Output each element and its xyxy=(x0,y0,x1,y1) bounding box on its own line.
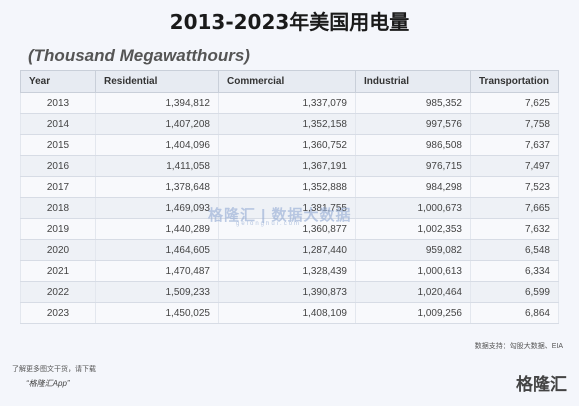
cell-commercial: 1,390,873 xyxy=(218,281,356,303)
cell-year: 2023 xyxy=(20,302,96,324)
source-note: 数据支持：勾股大数据、EIA xyxy=(474,343,563,350)
table-row: 2014 1,407,208 1,352,158 997,576 7,758 xyxy=(20,113,559,135)
cell-residential: 1,469,093 xyxy=(95,197,219,219)
table-row: 2018 1,469,093 1,381,755 1,000,673 7,665 xyxy=(20,197,559,219)
cell-year: 2022 xyxy=(20,281,96,303)
cell-transportation: 6,864 xyxy=(470,302,559,324)
cell-transportation: 7,497 xyxy=(470,155,559,177)
table-row: 2020 1,464,605 1,287,440 959,082 6,548 xyxy=(20,239,559,261)
cell-industrial: 1,020,464 xyxy=(355,281,471,303)
header-year: Year xyxy=(20,70,96,93)
cell-residential: 1,470,487 xyxy=(95,260,219,282)
cell-transportation: 7,625 xyxy=(470,92,559,114)
cell-commercial: 1,337,079 xyxy=(218,92,356,114)
cell-industrial: 984,298 xyxy=(355,176,471,198)
cell-commercial: 1,360,877 xyxy=(218,218,356,240)
cell-industrial: 986,508 xyxy=(355,134,471,156)
cell-year: 2019 xyxy=(20,218,96,240)
cell-year: 2013 xyxy=(20,92,96,114)
cell-residential: 1,394,812 xyxy=(95,92,219,114)
brand-logo: 格隆汇 xyxy=(516,375,567,394)
cell-commercial: 1,352,158 xyxy=(218,113,356,135)
cell-transportation: 7,637 xyxy=(470,134,559,156)
table-row: 2022 1,509,233 1,390,873 1,020,464 6,599 xyxy=(20,281,559,303)
cell-year: 2015 xyxy=(20,134,96,156)
cell-residential: 1,450,025 xyxy=(95,302,219,324)
cell-transportation: 7,523 xyxy=(470,176,559,198)
cell-year: 2020 xyxy=(20,239,96,261)
cell-residential: 1,509,233 xyxy=(95,281,219,303)
cell-commercial: 1,360,752 xyxy=(218,134,356,156)
cell-residential: 1,411,058 xyxy=(95,155,219,177)
table-row: 2021 1,470,487 1,328,439 1,000,613 6,334 xyxy=(20,260,559,282)
cell-year: 2021 xyxy=(20,260,96,282)
cell-year: 2014 xyxy=(20,113,96,135)
table-body: 2013 1,394,812 1,337,079 985,352 7,625 2014 1,… xyxy=(20,92,559,324)
cell-transportation: 6,599 xyxy=(470,281,559,303)
table-row: 2017 1,378,648 1,352,888 984,298 7,523 xyxy=(20,176,559,198)
cell-transportation: 7,758 xyxy=(470,113,559,135)
cell-industrial: 997,576 xyxy=(355,113,471,135)
cell-residential: 1,440,289 xyxy=(95,218,219,240)
cell-industrial: 1,002,353 xyxy=(355,218,471,240)
cell-industrial: 976,715 xyxy=(355,155,471,177)
header-residential: Residential xyxy=(95,70,219,93)
table-row: 2016 1,411,058 1,367,191 976,715 7,497 xyxy=(20,155,559,177)
electricity-table: Year Residential Commercial Industrial T… xyxy=(20,70,559,324)
page-title: 2013-2023年美国用电量 xyxy=(169,10,410,34)
cell-year: 2016 xyxy=(20,155,96,177)
cell-commercial: 1,328,439 xyxy=(218,260,356,282)
table-row: 2023 1,450,025 1,408,109 1,009,256 6,864 xyxy=(20,302,559,324)
cell-industrial: 985,352 xyxy=(355,92,471,114)
cell-transportation: 7,632 xyxy=(470,218,559,240)
table-row: 2015 1,404,096 1,360,752 986,508 7,637 xyxy=(20,134,559,156)
footer-app-name: “格隆汇App” xyxy=(26,379,70,388)
cell-residential: 1,407,208 xyxy=(95,113,219,135)
cell-year: 2017 xyxy=(20,176,96,198)
cell-industrial: 959,082 xyxy=(355,239,471,261)
watermark: 格隆汇 | 数据大数据 xyxy=(208,207,352,224)
unit-label: (Thousand Megawatthours) xyxy=(28,46,250,65)
table-header-row: Year Residential Commercial Industrial T… xyxy=(20,70,559,93)
cell-transportation: 6,548 xyxy=(470,239,559,261)
cell-residential: 1,378,648 xyxy=(95,176,219,198)
cell-industrial: 1,000,613 xyxy=(355,260,471,282)
cell-year: 2018 xyxy=(20,197,96,219)
cell-residential: 1,404,096 xyxy=(95,134,219,156)
cell-commercial: 1,381,755 xyxy=(218,197,356,219)
cell-commercial: 1,287,440 xyxy=(218,239,356,261)
cell-commercial: 1,408,109 xyxy=(218,302,356,324)
watermark-url: gelonghui.com xyxy=(236,221,302,227)
table-row: 2019 1,440,289 1,360,877 1,002,353 7,632 xyxy=(20,218,559,240)
header-transportation: Transportation xyxy=(470,70,559,93)
footer-download-text: 了解更多图文干货，请下载 xyxy=(12,366,96,373)
cell-commercial: 1,367,191 xyxy=(218,155,356,177)
cell-transportation: 7,665 xyxy=(470,197,559,219)
header-industrial: Industrial xyxy=(355,70,471,93)
cell-transportation: 6,334 xyxy=(470,260,559,282)
table-row: 2013 1,394,812 1,337,079 985,352 7,625 xyxy=(20,92,559,114)
cell-residential: 1,464,605 xyxy=(95,239,219,261)
cell-commercial: 1,352,888 xyxy=(218,176,356,198)
header-commercial: Commercial xyxy=(218,70,356,93)
cell-industrial: 1,009,256 xyxy=(355,302,471,324)
cell-industrial: 1,000,673 xyxy=(355,197,471,219)
